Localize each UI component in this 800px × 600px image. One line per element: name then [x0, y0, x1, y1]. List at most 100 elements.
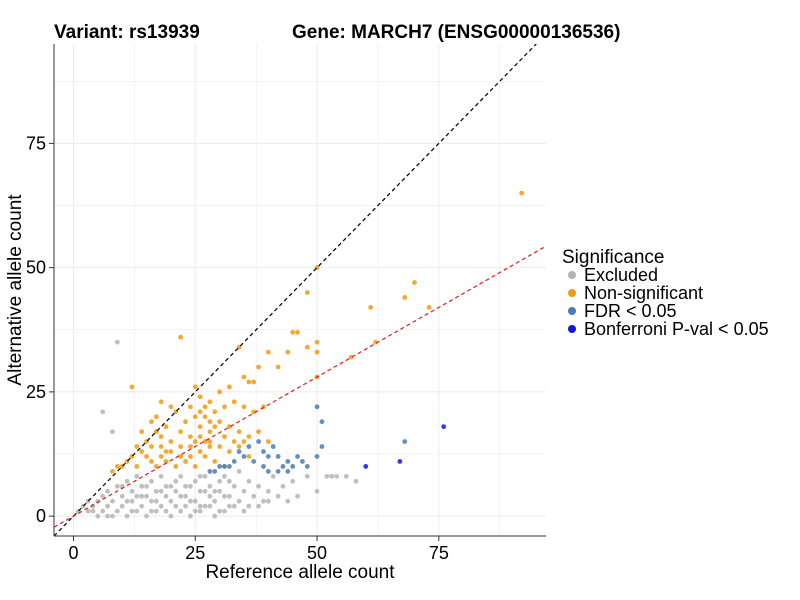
data-point: [280, 464, 286, 469]
data-point: [222, 464, 227, 469]
data-point: [158, 399, 164, 405]
data-point: [226, 503, 232, 509]
data-point: [168, 439, 174, 444]
data-point: [319, 419, 325, 425]
data-point: [178, 444, 184, 449]
data-point: [192, 498, 198, 504]
data-point: [285, 459, 291, 464]
data-point: [241, 454, 247, 459]
data-point: [168, 498, 174, 504]
data-point: [236, 444, 242, 449]
data-point: [163, 459, 169, 464]
data-point: [217, 464, 223, 469]
data-point: [334, 473, 339, 479]
data-point: [270, 444, 276, 449]
data-point: [265, 468, 271, 474]
data-point: [149, 508, 154, 514]
data-point: [95, 513, 101, 519]
data-point: [236, 429, 242, 435]
data-point: [192, 439, 198, 444]
data-point: [285, 349, 291, 355]
data-point: [207, 468, 213, 474]
legend-item-label: Bonferroni P-val < 0.05: [584, 319, 769, 339]
data-point: [295, 454, 300, 459]
data-point: [163, 449, 169, 454]
data-point: [139, 449, 145, 454]
data-point: [519, 190, 525, 196]
data-point: [285, 498, 291, 504]
data-point: [217, 389, 223, 395]
data-point: [105, 488, 110, 494]
data-point: [314, 339, 320, 345]
data-point: [183, 483, 188, 489]
data-point: [226, 478, 232, 484]
data-point: [178, 473, 184, 479]
identity-reference-line: [53, 43, 537, 537]
data-point: [168, 449, 174, 454]
data-point: [261, 498, 266, 504]
data-point: [368, 304, 374, 310]
x-tick-label: 0: [68, 543, 78, 563]
data-point: [100, 493, 106, 499]
data-point: [275, 454, 281, 459]
x-axis-label: Reference allele count: [205, 562, 395, 583]
data-point: [256, 364, 261, 370]
x-axis-ticks: 0 25 50 75: [68, 536, 449, 563]
reference-lines: [53, 43, 547, 537]
chart-title-variant: Variant: rs13939: [54, 22, 200, 43]
data-point: [295, 329, 300, 335]
legend: Significance ExcludedNon-significantFDR …: [562, 247, 769, 339]
x-tick-label: 50: [307, 543, 327, 563]
data-point: [251, 379, 257, 385]
data-point: [202, 488, 208, 494]
data-point: [265, 498, 271, 504]
data-point: [163, 508, 169, 514]
data-point: [402, 439, 408, 444]
data-point: [226, 449, 232, 454]
data-point: [173, 503, 179, 509]
data-point: [207, 503, 213, 509]
x-tick-label: 75: [429, 543, 449, 563]
data-point: [217, 478, 223, 484]
data-point: [139, 503, 145, 509]
data-point: [217, 444, 223, 449]
data-point: [158, 488, 164, 494]
data-point: [183, 419, 188, 425]
legend-item-label: Non-significant: [584, 283, 703, 303]
y-tick-label: 0: [36, 506, 46, 526]
data-point: [222, 404, 227, 410]
data-point: [197, 424, 203, 430]
data-point: [207, 444, 213, 449]
legend-key-marker: [568, 271, 576, 279]
data-point: [124, 513, 130, 519]
data-point: [139, 493, 145, 499]
data-point: [212, 424, 218, 430]
data-point: [134, 464, 140, 469]
data-point: [300, 459, 305, 464]
x-tick-label: 25: [185, 543, 205, 563]
data-point: [192, 414, 198, 420]
data-point: [348, 354, 354, 360]
data-point: [236, 468, 242, 474]
data-point: [149, 498, 154, 504]
legend-key-marker: [568, 307, 576, 315]
data-point: [275, 468, 281, 474]
data-point: [212, 468, 218, 474]
data-point: [144, 513, 149, 519]
y-tick-label: 50: [26, 258, 46, 278]
data-point: [246, 444, 252, 449]
data-point: [256, 429, 261, 435]
data-point: [441, 424, 447, 430]
data-point: [231, 483, 237, 489]
data-point: [187, 483, 193, 489]
data-point: [129, 498, 135, 504]
data-point: [265, 454, 271, 459]
data-point: [212, 498, 218, 504]
data-point: [202, 503, 208, 509]
data-point: [168, 483, 174, 489]
data-point: [246, 379, 252, 385]
data-point: [197, 508, 203, 514]
data-point: [187, 404, 193, 410]
data-point: [285, 468, 291, 474]
data-point: [187, 434, 193, 440]
